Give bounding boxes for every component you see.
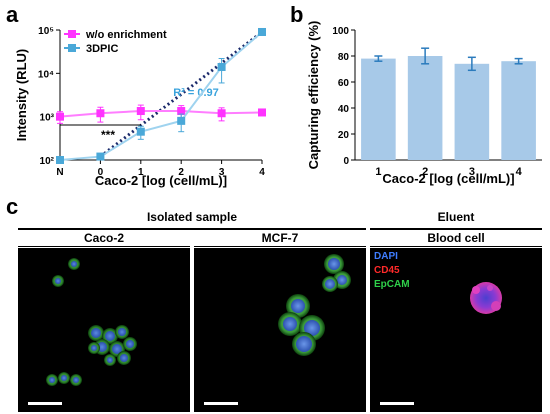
group-rule-eluent	[370, 228, 542, 230]
micrograph-caco2	[18, 248, 190, 412]
bar	[501, 61, 536, 161]
x-tick-label: 3	[219, 167, 225, 178]
x-tick-label: 0	[98, 167, 104, 178]
y-tick-label: 20	[338, 130, 350, 141]
cell-cluster	[46, 258, 137, 386]
data-point	[136, 107, 145, 116]
x-tick-label: 4	[516, 166, 523, 178]
legend-marker	[68, 44, 76, 52]
data-point	[96, 109, 105, 118]
group-title-isolated: Isolated sample	[146, 210, 238, 224]
image-title-rule-3	[370, 246, 542, 247]
y-tick-label: 80	[338, 52, 350, 63]
scale-bar	[380, 402, 414, 405]
panel-label-b: b	[290, 2, 304, 27]
x-axis-title: Caco-2 [log (cell/mL)]	[95, 173, 227, 188]
series-line	[59, 110, 263, 118]
x-tick-label: 2	[422, 166, 428, 178]
image-title-rule-2	[194, 246, 366, 247]
legend-epcam: EpCAM	[374, 279, 410, 290]
group-title-eluent: Eluent	[437, 210, 475, 224]
x-tick-label: 3	[469, 166, 475, 178]
image-title-rule-1	[18, 246, 190, 247]
scale-bar	[204, 402, 238, 405]
data-point	[56, 156, 64, 164]
y-axis-title: Capturing efficiency (%)	[306, 21, 321, 170]
series-line	[59, 31, 263, 161]
x-tick-label: N	[56, 167, 63, 178]
bar	[361, 58, 396, 160]
bar	[407, 56, 443, 160]
panel-label-c: c	[6, 194, 19, 219]
image-title-mcf7: MCF-7	[261, 231, 299, 245]
x-tick-label: 4	[259, 167, 265, 178]
image-title-blood-cell: Blood cell	[427, 231, 485, 245]
x-tick-label: 1	[375, 166, 381, 178]
significance-mark: ***	[101, 128, 115, 142]
chart-a-intensity: 10² 10³ 10⁴ 10⁵ N 0 1 2 3 4 Caco-2 [log (cell/mL)]…	[14, 26, 266, 188]
data-point	[56, 112, 64, 121]
y-tick-label: 100	[332, 26, 349, 37]
cell-cluster	[278, 254, 351, 356]
panel-label-a: a	[6, 2, 19, 27]
y-tick-label: 10³	[40, 113, 55, 124]
legend-cd45: CD45	[374, 265, 400, 276]
data-point	[258, 27, 266, 36]
data-point	[217, 63, 226, 72]
x-axis-title: Caco-2 [log (cell/mL)]	[382, 171, 514, 186]
x-tick-label: 1	[138, 167, 144, 178]
micrograph-blood-cell: DAPI CD45 EpCAM	[370, 248, 542, 412]
y-tick-label: 60	[338, 78, 350, 89]
legend-dapi: DAPI	[374, 251, 398, 262]
legend-label: w/o enrichment	[85, 29, 167, 41]
data-point	[177, 107, 186, 116]
y-tick-label: 10⁵	[38, 26, 54, 37]
legend-label: 3DPIC	[86, 43, 118, 55]
micrograph-mcf7	[194, 248, 366, 412]
y-tick-label: 10⁴	[38, 69, 54, 80]
scale-bar	[28, 402, 62, 405]
group-rule-isolated	[18, 228, 366, 230]
blood-cell	[470, 282, 502, 314]
legend-marker	[68, 30, 76, 38]
y-axis-title: Intensity (RLU)	[14, 49, 29, 141]
data-point	[177, 116, 186, 125]
image-title-caco2: Caco-2	[83, 231, 124, 245]
data-point	[136, 127, 145, 136]
y-tick-label: 0	[343, 156, 349, 167]
data-point	[258, 108, 266, 117]
fit-line	[99, 30, 263, 158]
x-tick-label: 2	[178, 167, 184, 178]
bar	[454, 63, 490, 160]
fit-label: R² = 0.97	[173, 87, 219, 99]
y-tick-label: 10²	[40, 156, 55, 167]
data-point	[96, 152, 105, 161]
data-point	[217, 109, 226, 118]
y-tick-label: 40	[338, 104, 350, 115]
